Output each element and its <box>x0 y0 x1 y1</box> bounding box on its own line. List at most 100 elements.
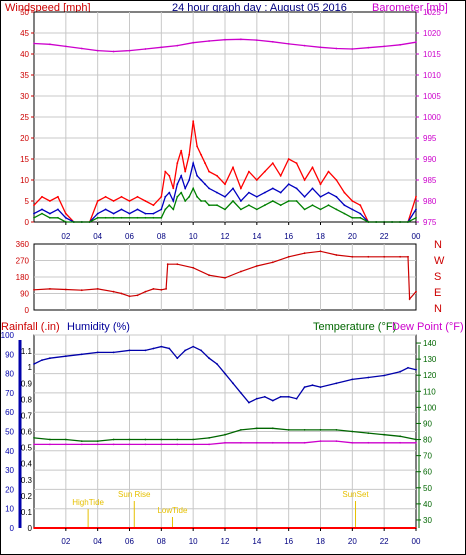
gust-point <box>57 195 59 198</box>
humidity-point <box>200 349 203 352</box>
windspeed-point <box>33 212 35 215</box>
direction-point <box>407 255 409 258</box>
barometer-tick-label: 1000 <box>423 113 441 122</box>
avg-point <box>391 221 393 223</box>
avg-point <box>327 204 330 207</box>
dewpoint-point <box>224 441 226 444</box>
avg-point <box>407 221 409 223</box>
event-label: SunSet <box>342 490 369 499</box>
windspeed-point <box>311 187 314 190</box>
x-tick-label: 06 <box>125 537 134 546</box>
gust-point <box>33 204 35 207</box>
wind-barometer-panel: Windspeed [mph] 24 hour graph day : Augu… <box>5 2 448 241</box>
direction-tick-label: 0 <box>25 306 30 315</box>
windspeed-point <box>240 200 242 202</box>
barometer-point <box>112 50 115 53</box>
avg-point <box>152 216 155 219</box>
temperature-tick-label: 110 <box>423 387 436 396</box>
direction-point <box>96 288 99 290</box>
dewpoint-point <box>33 443 35 446</box>
windspeed-point <box>232 187 234 190</box>
temperature-tick-label: 30 <box>423 516 432 525</box>
dewpoint-point <box>319 440 322 442</box>
temperature-point <box>96 440 99 442</box>
dewpoint-point <box>399 441 401 444</box>
avg-point <box>232 200 234 202</box>
humidity-point <box>248 401 250 404</box>
gust-point <box>271 162 274 165</box>
humidity-tick-label: 60 <box>5 408 14 417</box>
gust-point <box>160 195 163 198</box>
x-tick-label: 00 <box>412 537 421 546</box>
temperature-tick-label: 100 <box>423 403 437 412</box>
avg-point <box>136 216 139 219</box>
gust-point <box>136 195 139 198</box>
barometer-point <box>255 39 258 41</box>
x-tick-label: 04 <box>93 232 102 241</box>
direction-point <box>128 295 131 298</box>
windspeed-point <box>263 191 266 194</box>
rainfall-tick-label: 0.7 <box>21 411 33 420</box>
barometer-point <box>144 48 147 50</box>
humidity-point <box>295 397 298 400</box>
barometer-point <box>208 40 211 42</box>
temperature-point <box>192 438 195 441</box>
barometer-point <box>399 43 401 46</box>
avg-point <box>335 208 338 211</box>
x-tick-label: 16 <box>284 537 293 546</box>
barometer-point <box>192 41 195 44</box>
temperature-point <box>319 429 322 431</box>
humidity-point <box>208 357 211 360</box>
barometer-point <box>271 40 274 43</box>
gust-point <box>152 204 155 207</box>
windspeed-point <box>104 208 107 211</box>
temperature-tick-label: 60 <box>423 468 432 477</box>
dewpoint-point <box>64 443 67 446</box>
direction-point <box>80 289 83 292</box>
barometer-tick-label: 1005 <box>423 92 441 101</box>
x-tick-label: 14 <box>252 232 261 241</box>
x-tick-label: 00 <box>412 232 421 241</box>
gust-point <box>335 179 338 181</box>
humidity-point <box>184 349 187 352</box>
dewpoint-point <box>176 443 179 446</box>
x-tick-label: 14 <box>252 537 261 546</box>
dewpoint-point <box>208 443 211 446</box>
humidity-tick-label: 100 <box>1 331 15 340</box>
event-label: LowTide <box>157 506 187 515</box>
barometer-tick-label: 995 <box>423 134 437 143</box>
windspeed-point <box>112 212 115 215</box>
gust-point <box>327 170 330 173</box>
dewpoint-axis-label: Dew Point (°F) <box>392 321 464 333</box>
event-label: Sun Rise <box>118 490 151 499</box>
dewpoint-point <box>160 443 163 446</box>
compass-label: N <box>434 239 442 251</box>
barometer-tick-label: 985 <box>423 176 437 185</box>
barometer-point <box>96 49 99 52</box>
windspeed-point <box>204 183 207 186</box>
windspeed-tick-label: 50 <box>20 8 29 17</box>
avg-point <box>351 216 354 219</box>
gust-point <box>303 179 306 181</box>
dewpoint-point <box>255 441 258 444</box>
humidity-tick-label: 50 <box>5 428 14 437</box>
direction-point <box>367 255 370 258</box>
humidity-point <box>168 347 171 350</box>
gust-point <box>120 195 123 198</box>
compass-label: W <box>434 255 445 267</box>
gust-point <box>180 149 183 152</box>
direction-point <box>112 290 115 293</box>
windspeed-point <box>248 191 250 194</box>
windspeed-point <box>303 195 306 198</box>
avg-point <box>271 200 274 202</box>
avg-point <box>200 200 203 202</box>
humidity-tick-label: 20 <box>5 485 14 494</box>
compass-label: N <box>434 303 442 315</box>
dewpoint-point <box>128 443 131 446</box>
windspeed-point <box>49 212 51 215</box>
barometer-point <box>33 42 35 45</box>
direction-tick-label: 360 <box>16 240 30 249</box>
windspeed-tick-label: 30 <box>20 92 29 101</box>
temperature-point <box>224 433 226 436</box>
direction-point <box>152 288 155 290</box>
